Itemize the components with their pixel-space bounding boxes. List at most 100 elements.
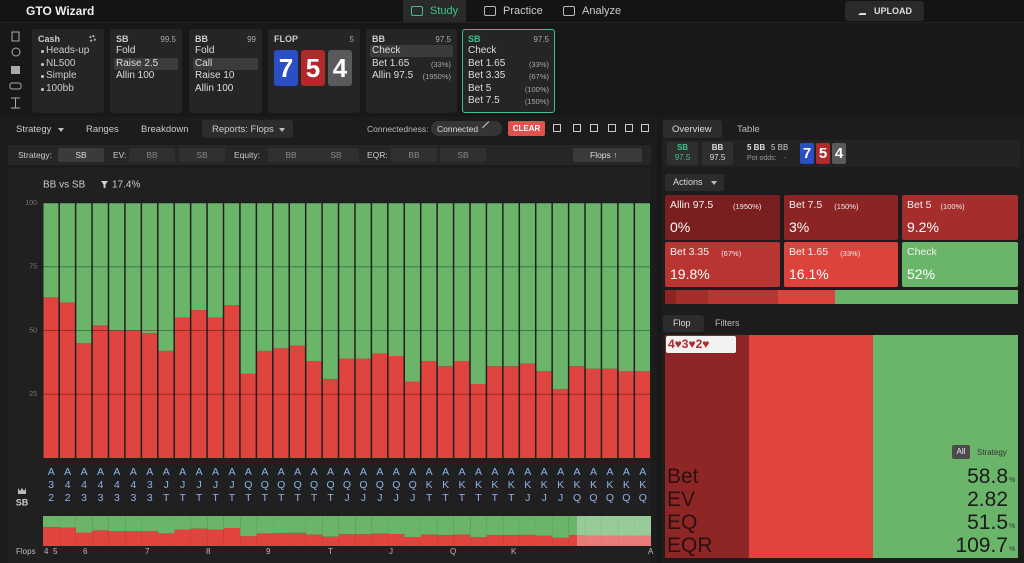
game-title: Cash xyxy=(38,34,60,44)
filter-label: Equity: xyxy=(234,150,260,160)
board-card: 4 xyxy=(328,50,352,86)
option-label[interactable]: Bet 3.35 xyxy=(468,70,505,81)
toggle-all[interactable]: All xyxy=(952,445,970,459)
tab[interactable]: Table xyxy=(737,124,760,135)
action-size: (100%) xyxy=(941,202,965,211)
sort-dropdown[interactable]: Flops ↑ xyxy=(573,148,642,162)
x-tick-label: A32 xyxy=(46,466,56,505)
tab[interactable]: Filters xyxy=(715,318,740,328)
nav-icon xyxy=(484,6,496,16)
x-tick-label: AQT xyxy=(309,466,319,505)
stat-name: EQR xyxy=(667,534,713,558)
tab[interactable]: Ranges xyxy=(86,124,119,135)
pot: 5 BB xyxy=(747,143,765,152)
board-card: 4 xyxy=(832,143,846,164)
stat-unit: % xyxy=(1009,477,1015,484)
filter-chip[interactable]: SB xyxy=(440,148,486,162)
tab[interactable]: Reports: Flops xyxy=(212,124,274,135)
x-tick-label: AJT xyxy=(178,466,188,505)
x-tick-label: AQJ xyxy=(391,466,401,505)
bullet xyxy=(41,50,44,53)
connected-value[interactable]: Connected xyxy=(437,124,478,134)
frequency-bar-segment xyxy=(676,290,708,304)
toolbar-icon[interactable] xyxy=(625,124,633,132)
option-label[interactable]: Bet 5 xyxy=(468,83,491,94)
node-stack: 99.5 xyxy=(152,35,176,44)
stat-name: Bet xyxy=(667,465,699,489)
toolbar-icon[interactable] xyxy=(590,124,598,132)
option-label[interactable]: Allin 97.5 xyxy=(372,70,413,81)
x-tick-label: AKJ xyxy=(539,466,549,505)
action-frequency: 16.1% xyxy=(789,266,829,282)
toggle-strategy[interactable]: Strategy xyxy=(977,448,1007,457)
frequency-bar-segment xyxy=(665,290,676,304)
option-size: (67%) xyxy=(515,72,549,81)
bullet xyxy=(41,75,44,78)
flop-pot: 5 xyxy=(336,35,354,44)
option-size: (1950%) xyxy=(417,72,451,81)
settings-icon xyxy=(89,35,96,42)
tab[interactable]: Flop xyxy=(673,318,691,328)
option-label[interactable]: Allin 100 xyxy=(195,83,233,94)
option-size: (33%) xyxy=(515,60,549,69)
filter-chip[interactable]: BB xyxy=(268,148,314,162)
action-frequency: 3% xyxy=(789,219,809,235)
x-tick-label: AKT xyxy=(441,466,451,505)
option-label[interactable]: Check xyxy=(468,45,496,56)
toolbar-icon[interactable] xyxy=(641,124,649,132)
nav-label[interactable]: Practice xyxy=(503,5,543,17)
option-label[interactable]: Fold xyxy=(195,45,214,56)
option-label[interactable]: Raise 10 xyxy=(195,70,234,81)
action-name: Bet 3.35 xyxy=(670,246,709,258)
upload-button[interactable]: UPLOAD xyxy=(845,1,924,21)
board-card: 5 xyxy=(301,50,325,86)
x-tick-label: AKT xyxy=(506,466,516,505)
toolbar-icon[interactable] xyxy=(573,124,581,132)
x-tick-label: AKT xyxy=(490,466,500,505)
option-label[interactable]: Bet 7.5 xyxy=(468,95,500,106)
x-tick-label: A33 xyxy=(145,466,155,505)
filter-chip[interactable]: BB xyxy=(129,148,175,162)
tab[interactable]: Breakdown xyxy=(141,124,189,135)
upload-icon xyxy=(858,6,866,15)
player-stack: 97.5 xyxy=(702,153,733,162)
side-icons[interactable] xyxy=(8,30,24,112)
filter-chip[interactable]: SB xyxy=(179,148,225,162)
toolbar-icon[interactable] xyxy=(553,124,561,132)
node-stack: 97.5 xyxy=(525,35,549,44)
filter-label: Strategy: xyxy=(18,150,52,160)
action-size: (1950%) xyxy=(733,202,761,211)
x-tick-label: A43 xyxy=(128,466,138,505)
filter-chip[interactable]: SB xyxy=(313,148,359,162)
nav-label[interactable]: Study xyxy=(430,5,458,17)
x-tick-label: A43 xyxy=(96,466,106,505)
nav-label[interactable]: Analyze xyxy=(582,5,621,17)
x-tick-label: AJT xyxy=(211,466,221,505)
node-stack: 99 xyxy=(232,35,256,44)
filter-chip[interactable]: SB xyxy=(58,148,104,162)
filter-chip[interactable]: BB xyxy=(391,148,437,162)
x-tick-label: AKJ xyxy=(523,466,533,505)
x-tick-label: AQJ xyxy=(342,466,352,505)
pot-total: 5 BB xyxy=(771,143,788,152)
option-label[interactable]: Call xyxy=(195,58,212,69)
game-setting: Simple xyxy=(46,70,77,81)
tab[interactable]: Strategy xyxy=(16,124,51,135)
caret xyxy=(58,128,64,132)
x-tick-label: AJT xyxy=(161,466,171,505)
action-frequency: 9.2% xyxy=(907,219,939,235)
game-setting: Heads-up xyxy=(46,45,89,56)
option-label[interactable]: Fold xyxy=(116,45,135,56)
flop-title: FLOP xyxy=(274,34,298,44)
option-label[interactable]: Bet 1.65 xyxy=(372,58,409,69)
action-frequency: 52% xyxy=(907,266,935,282)
x-tick-label: AKQ xyxy=(588,466,598,505)
option-label[interactable]: Check xyxy=(372,45,400,56)
option-label[interactable]: Bet 1.65 xyxy=(468,58,505,69)
clear-button[interactable]: CLEAR xyxy=(508,121,545,136)
option-label[interactable]: Allin 100 xyxy=(116,70,154,81)
pot-odds: - xyxy=(784,155,786,162)
toolbar-icon[interactable] xyxy=(608,124,616,132)
option-label[interactable]: Raise 2.5 xyxy=(116,58,158,69)
tab[interactable]: Overview xyxy=(672,124,712,135)
